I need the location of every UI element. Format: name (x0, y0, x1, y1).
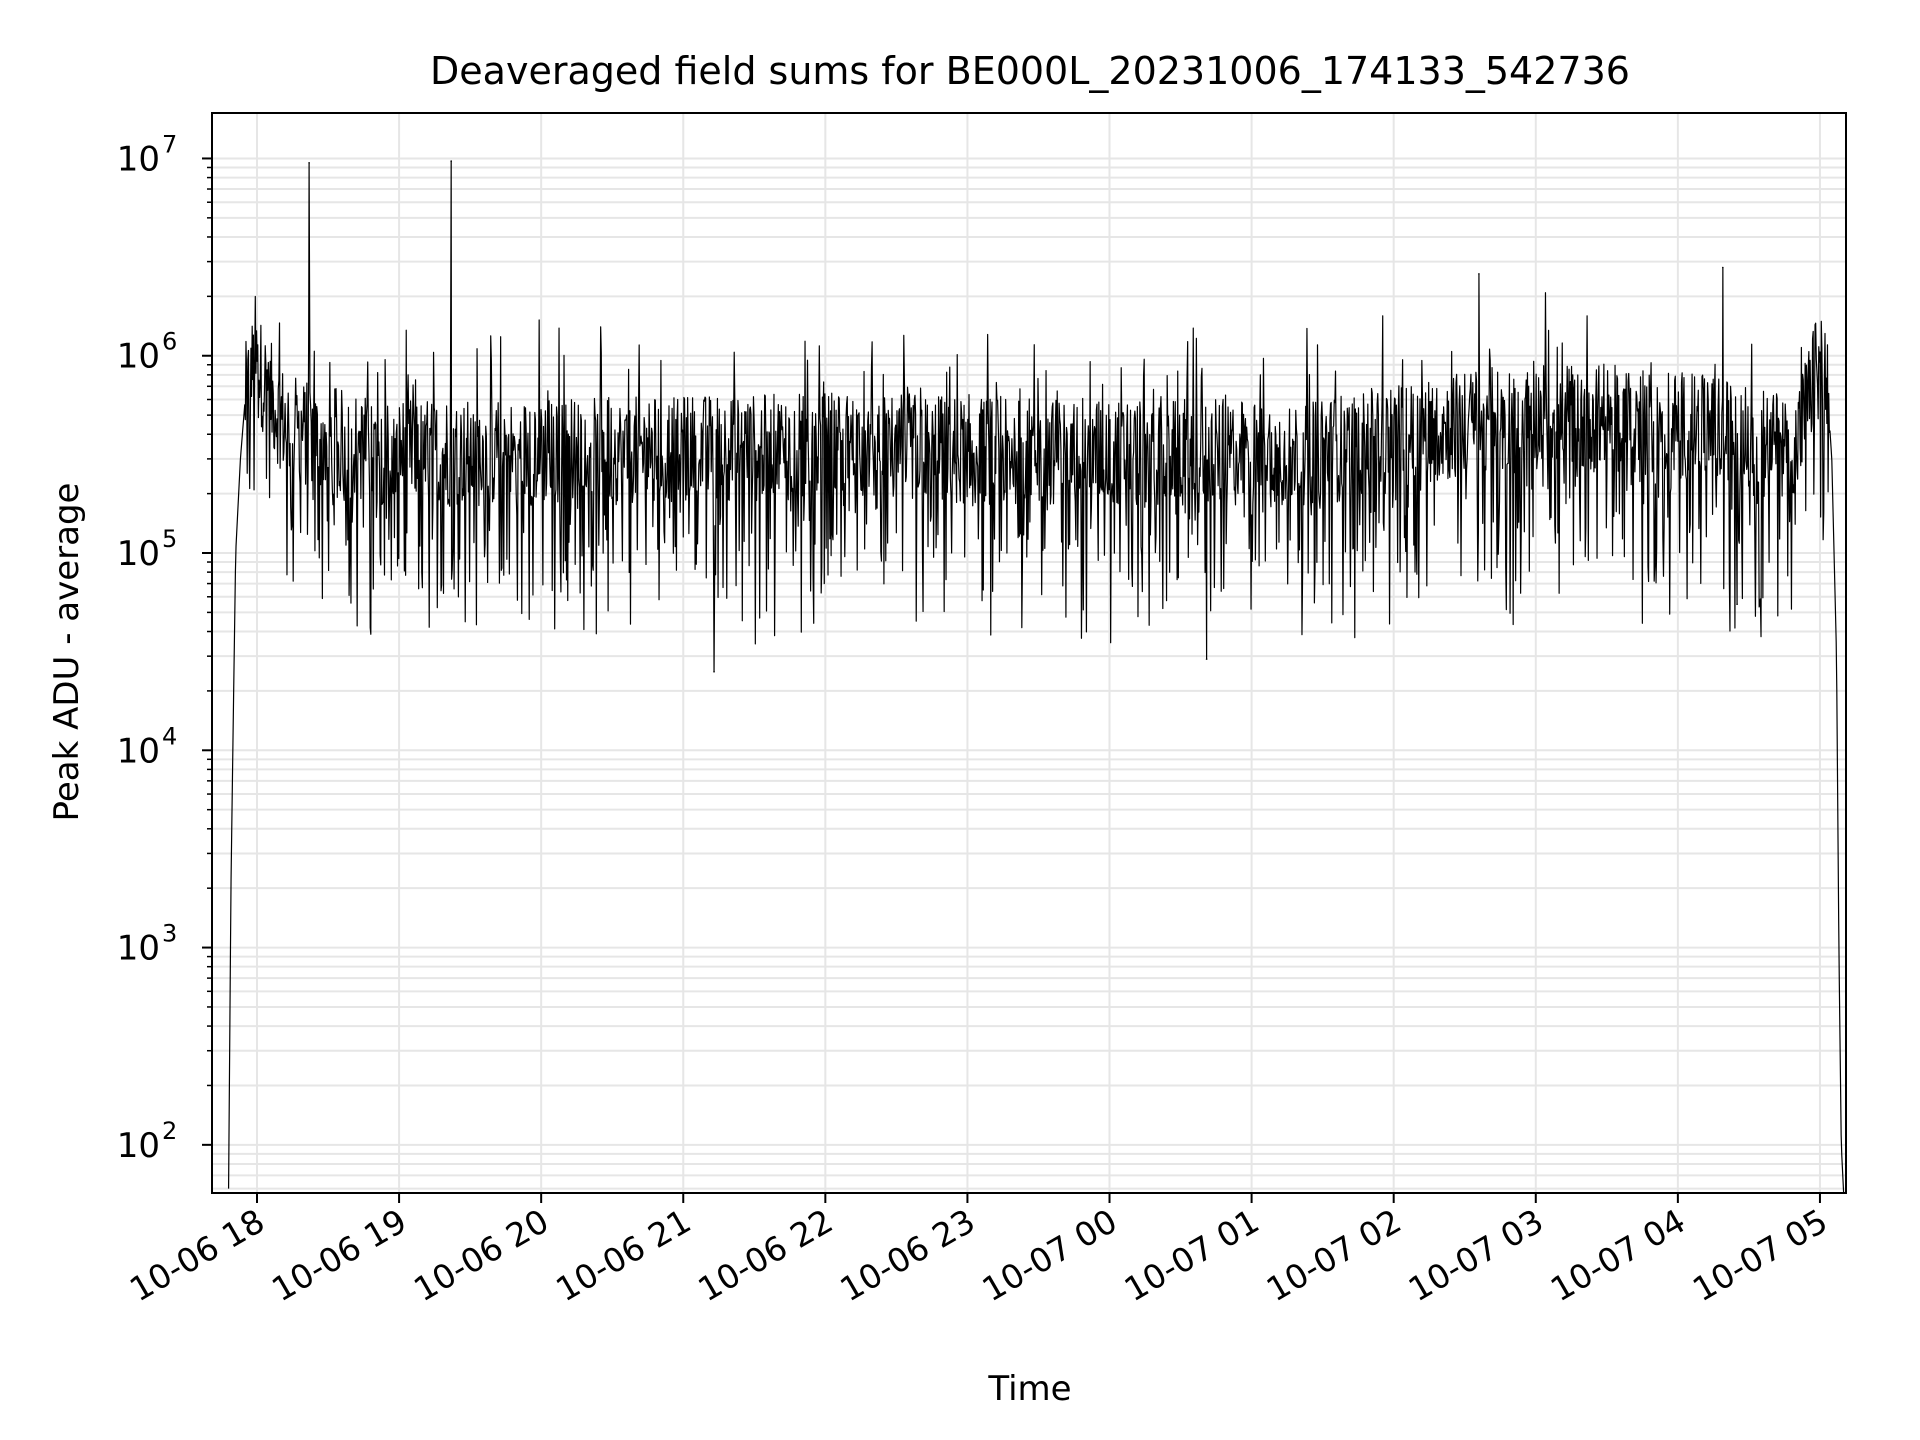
y-tick-label: 10 (117, 337, 160, 377)
y-tick-exponent: 6 (162, 328, 177, 356)
y-tick-label: 10 (117, 929, 160, 969)
data-point (1736, 603, 1738, 606)
data-point (450, 160, 452, 162)
data-point (713, 670, 715, 673)
plot-area (227, 160, 1845, 1194)
y-tick-exponent: 7 (162, 130, 177, 158)
y-tick-label: 10 (117, 139, 160, 179)
y-tick-exponent: 4 (162, 722, 177, 750)
data-point (1722, 266, 1724, 269)
axes-frame (211, 112, 1847, 1194)
data-point (1478, 273, 1480, 275)
data-point (1205, 658, 1208, 660)
data-point (308, 162, 310, 164)
y-tick-label: 10 (117, 1126, 160, 1166)
y-tick-exponent: 2 (162, 1117, 177, 1145)
y-axis-label: Peak ADU - average (47, 483, 87, 822)
y-tick-exponent: 3 (162, 920, 177, 948)
grid-lines (212, 113, 1846, 1193)
y-tick-label: 10 (117, 731, 160, 771)
x-axis-label: Time (987, 1369, 1071, 1409)
y-tick-exponent: 5 (162, 525, 177, 553)
data-series-line (227, 160, 1845, 1194)
chart-title: Deaveraged field sums for BE000L_2023100… (430, 49, 1630, 93)
y-tick-label: 10 (117, 534, 160, 574)
